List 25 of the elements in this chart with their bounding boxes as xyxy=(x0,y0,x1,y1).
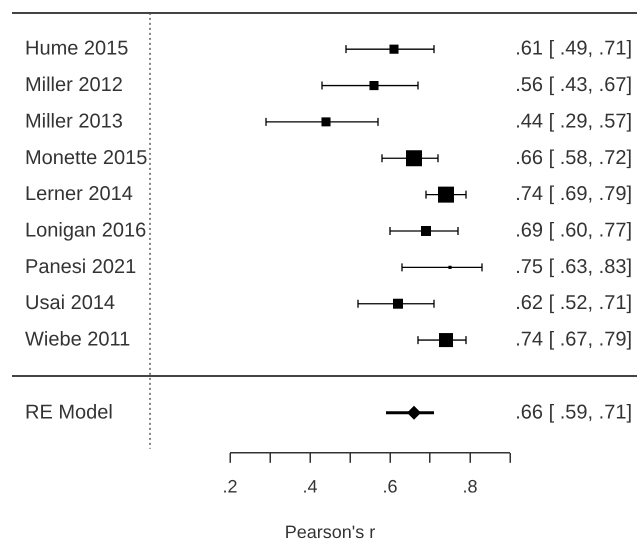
x-tick-label: .2 xyxy=(222,476,238,497)
x-tick-label: .8 xyxy=(462,476,478,497)
data-label: .75 [ .63, .83] xyxy=(515,256,632,278)
x-axis-title: Pearson's r xyxy=(284,522,376,542)
text: .66 [ .59, .71] xyxy=(515,401,632,424)
data-label: .62 [ .52, .71] xyxy=(515,292,632,314)
data-label: .44 [ .29, .57] xyxy=(515,110,632,132)
data-label: .61 [ .49, .71] xyxy=(515,38,632,60)
y-tick-label: Miller 2012 xyxy=(25,74,123,96)
x-tick-label: .4 xyxy=(302,476,318,497)
y-tick-label: Miller 2013 xyxy=(25,110,123,132)
y-tick-label: Lerner 2014 xyxy=(25,183,133,206)
y-tick-label: Lonigan 2016 xyxy=(25,220,146,242)
x-tick-label: .6 xyxy=(382,476,398,497)
data-label: .56 [ .43, .67] xyxy=(515,74,632,96)
y-tick-label: RE Model xyxy=(25,401,113,424)
y-tick-label: Panesi 2021 xyxy=(25,256,136,278)
data-label: .69 [ .60, .77] xyxy=(515,220,632,242)
y-tick-label: Hume 2015 xyxy=(25,38,128,60)
y-tick-label: Monette 2015 xyxy=(25,146,148,169)
data-label: .66 [ .58, .72] xyxy=(515,146,632,169)
data-label: .74 [ .67, .79] xyxy=(515,328,632,351)
y-tick-label: Wiebe 2011 xyxy=(25,328,130,351)
data-label: .74 [ .69, .79] xyxy=(515,183,632,206)
y-tick-label: Usai 2014 xyxy=(25,292,116,314)
